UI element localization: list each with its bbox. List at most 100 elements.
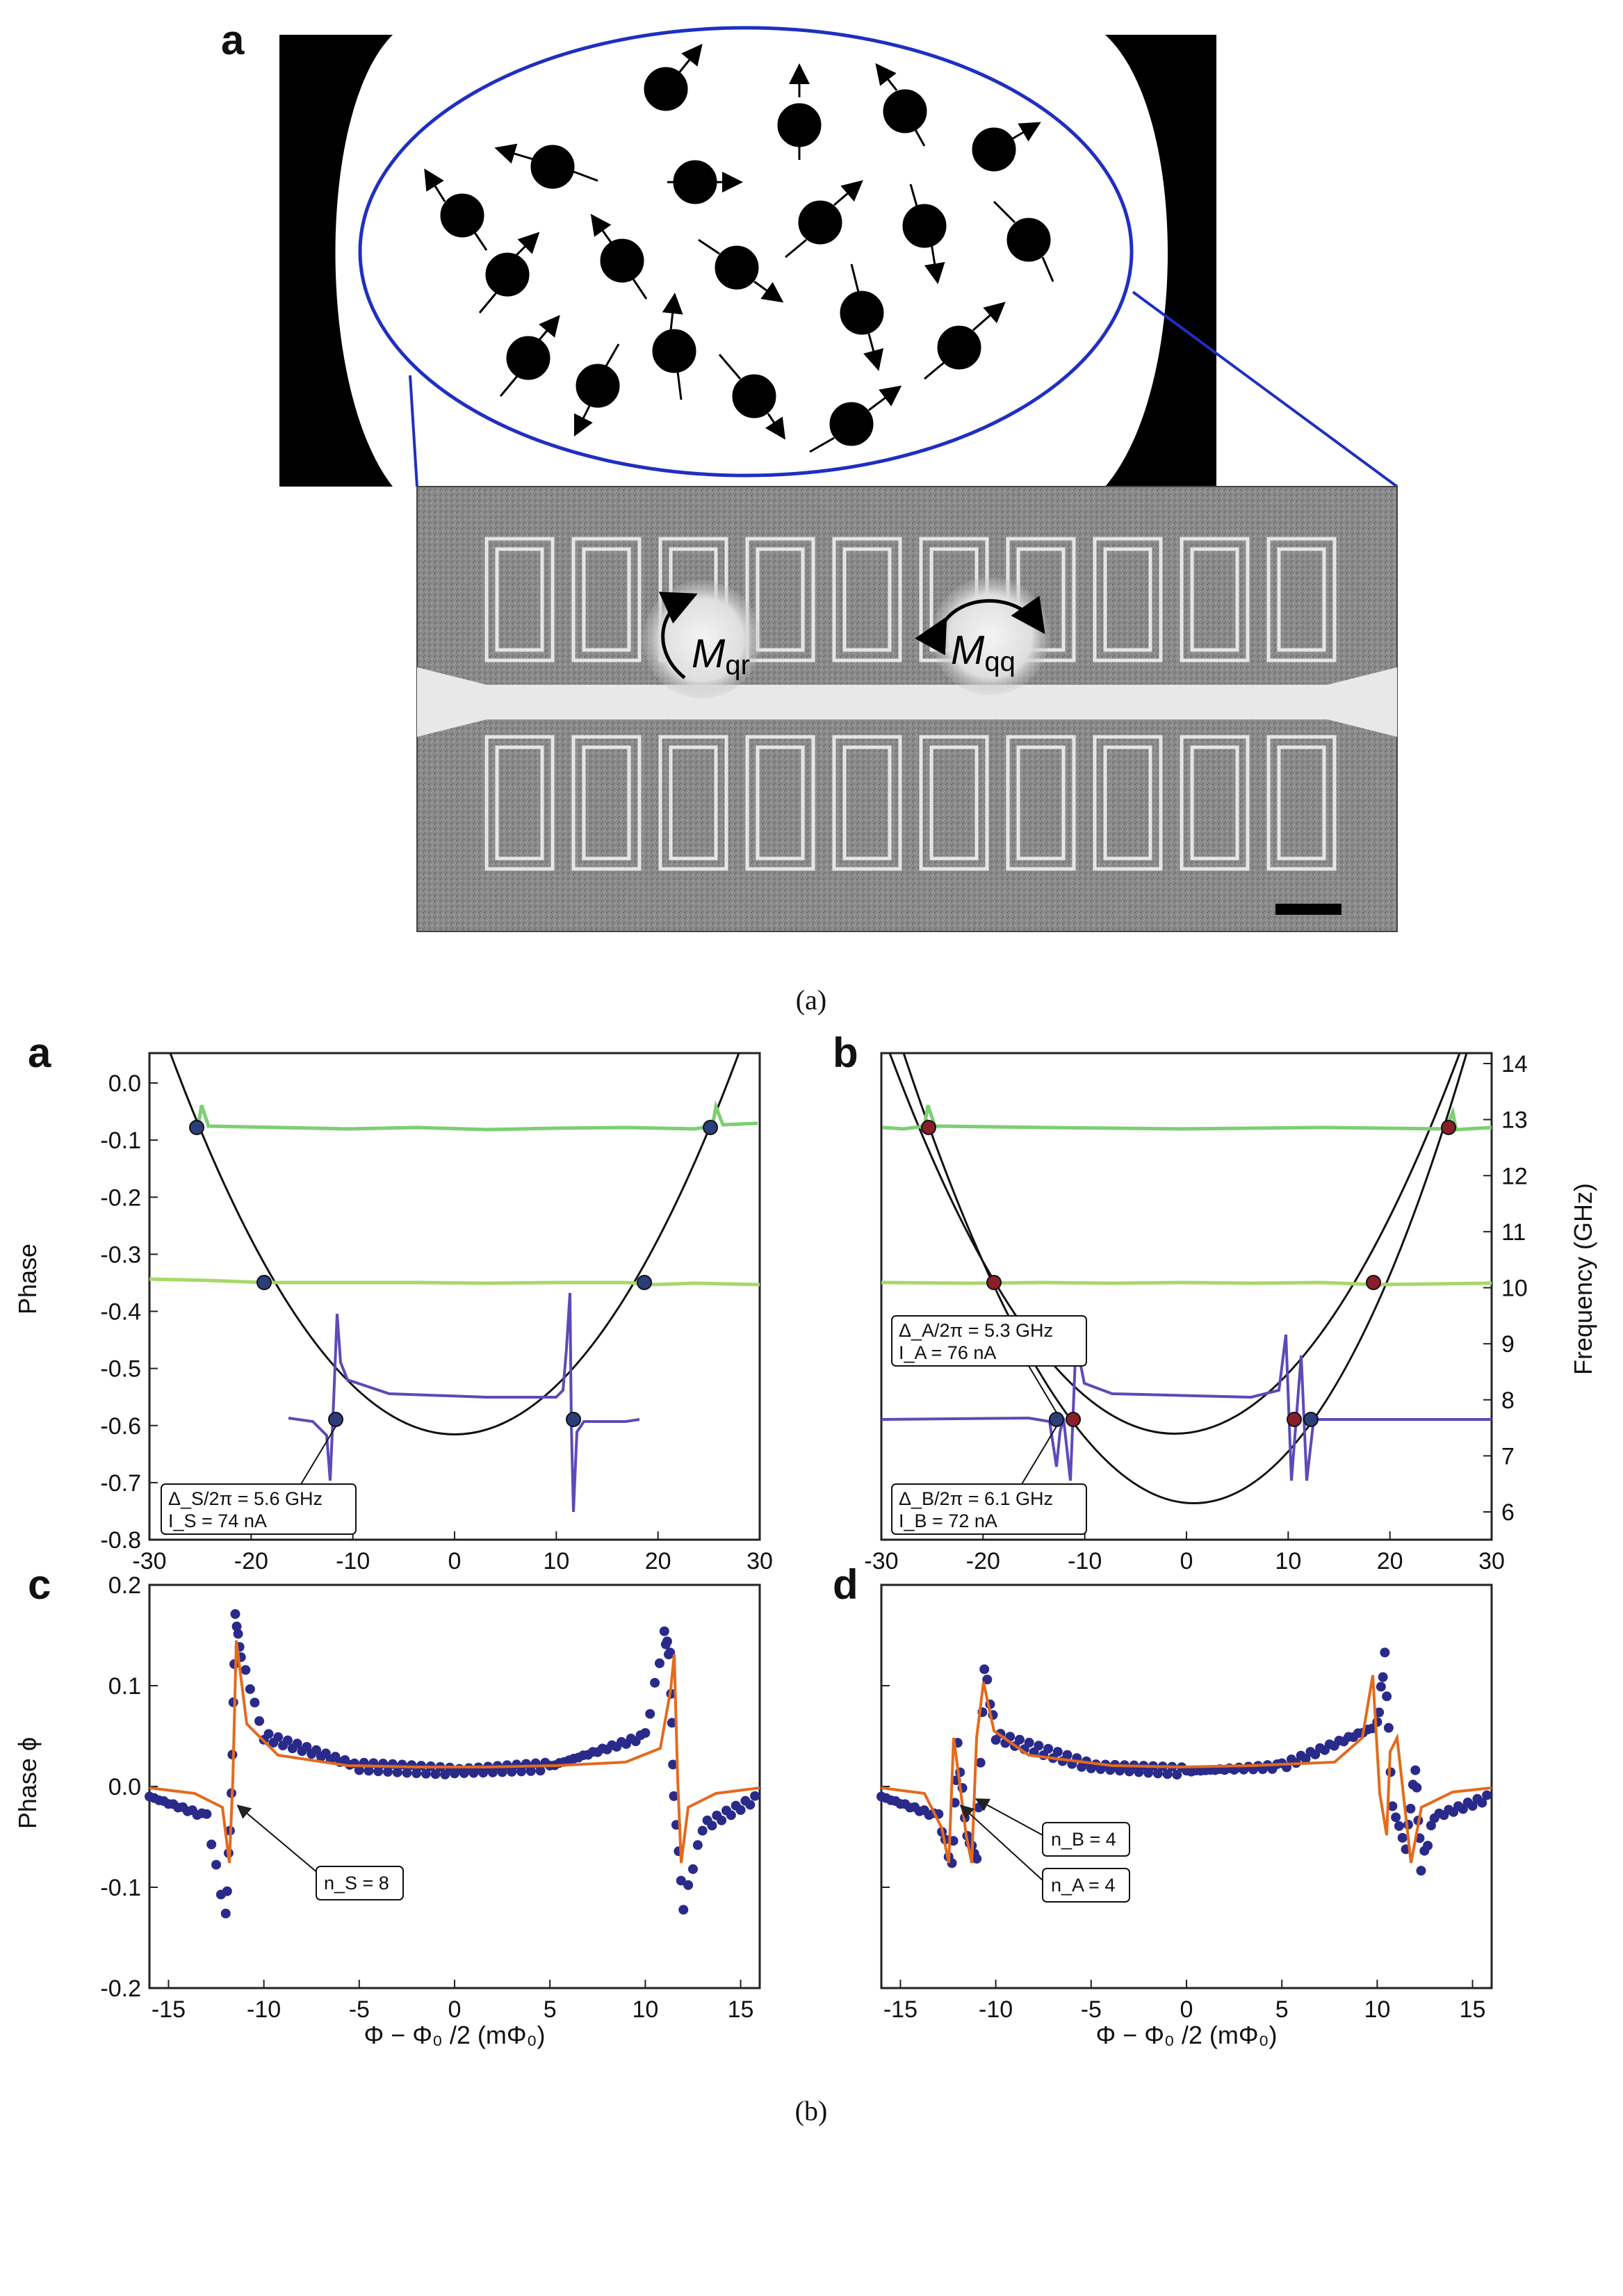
data-point — [354, 1765, 364, 1775]
top-figure: a — [221, 17, 1398, 1016]
data-point — [282, 1735, 293, 1745]
x-tick-label: 30 — [747, 1548, 773, 1574]
plot-a-series-green — [196, 1100, 758, 1132]
plot-a-anno-box — [161, 1483, 357, 1535]
data-point — [254, 1716, 265, 1726]
plot-a-series-purple — [288, 1292, 640, 1513]
data-point — [1394, 1821, 1404, 1831]
plot-d-anno2: n_A = 4 — [1051, 1875, 1115, 1896]
plot-b-series-lime — [881, 1280, 1492, 1287]
plot-b-yticks: 14 13 12 11 10 9 8 7 6 — [1483, 1051, 1528, 1526]
data-point — [668, 1759, 678, 1770]
plot-d-frame — [880, 1583, 1493, 1989]
x-tick-label: 10 — [1275, 1548, 1301, 1574]
y-tick-label: 13 — [1501, 1107, 1528, 1134]
data-point — [1052, 1747, 1063, 1757]
plot-b-annoB-leader — [1021, 1426, 1057, 1485]
x-tick-label: 30 — [1478, 1548, 1505, 1574]
data-point — [373, 1766, 384, 1777]
y-tick-label: -0.8 — [100, 1527, 141, 1554]
plot-a-letter: a — [28, 1029, 51, 1076]
data-point — [745, 1800, 756, 1810]
plot-a-anno-line1: Δ_S/2π = 5.6 GHz — [168, 1488, 323, 1509]
data-point — [1143, 1768, 1154, 1778]
data-point — [1405, 1803, 1416, 1814]
plot-d-anno1: n_B = 4 — [1051, 1829, 1116, 1850]
data-point — [676, 1875, 686, 1886]
x-tick-label: -30 — [132, 1548, 166, 1574]
label-mqr: Mqr — [692, 631, 750, 681]
x-tick-label: 10 — [632, 1996, 658, 2023]
plot-a-anno-line2: I_S = 74 nA — [168, 1511, 267, 1531]
plot-b-annoB-line2: I_B = 72 nA — [899, 1511, 997, 1531]
x-tick-label: -10 — [336, 1548, 370, 1574]
data-point — [430, 1769, 441, 1780]
data-point — [1426, 1821, 1436, 1831]
data-point — [1376, 1682, 1386, 1692]
data-point — [202, 1809, 212, 1819]
y-tick-label: -0.5 — [100, 1356, 141, 1383]
plot-a-parabola — [169, 1052, 740, 1435]
data-point — [231, 1621, 242, 1631]
plot-a: a Phase 0.0 -0.1 -0.2 -0.3 -0.4 -0.5 -0.6 -0.7 -… — [13, 1029, 773, 1574]
data-point — [1024, 1737, 1034, 1748]
y-tick-label: 11 — [1501, 1219, 1526, 1246]
plot-d-anno1-box — [1042, 1822, 1130, 1857]
right-bracket — [1105, 35, 1216, 487]
plot-c-anno: n_S = 8 — [324, 1873, 389, 1894]
y-tick-label: -0.1 — [100, 1875, 141, 1901]
x-tick-label: -5 — [349, 1996, 370, 2023]
squid-row-bottom — [484, 735, 1337, 871]
data-point — [645, 1709, 655, 1719]
data-point — [222, 1886, 232, 1896]
x-tick-label: -10 — [979, 1996, 1013, 2023]
x-tick-label: 0 — [1180, 1548, 1193, 1574]
plot-c-letter: c — [28, 1561, 51, 1608]
spin — [875, 63, 927, 147]
data-point — [1172, 1770, 1182, 1780]
y-tick-label: -0.6 — [100, 1413, 141, 1440]
plot-b-annoA-line2: I_A = 76 nA — [899, 1342, 996, 1363]
data-point — [972, 1853, 982, 1864]
data-point — [669, 1791, 679, 1801]
spin — [924, 302, 1006, 380]
data-point — [650, 1677, 660, 1688]
x-tick-label: -20 — [966, 1548, 1000, 1574]
curved-arrow-qr — [658, 592, 698, 679]
x-tick-label: 0 — [448, 1996, 462, 2023]
x-tick-label: 10 — [543, 1548, 569, 1574]
plot-d-fit — [881, 1675, 1492, 1864]
data-point — [1374, 1707, 1385, 1718]
data-point — [1034, 1741, 1044, 1751]
data-point — [1477, 1798, 1487, 1808]
data-point — [750, 1791, 760, 1801]
spin — [644, 44, 703, 111]
data-point — [407, 1760, 417, 1770]
data-point — [302, 1741, 312, 1752]
plot-d-yticks — [881, 1584, 890, 1989]
plot-a-xticks: -30 -20 -10 0 10 20 30 — [132, 1531, 773, 1574]
scale-bar — [1275, 904, 1341, 915]
data-point — [525, 1766, 536, 1776]
spin — [652, 293, 696, 400]
plot-c-anno-leader — [236, 1805, 327, 1881]
y-tick-label: 0.1 — [108, 1673, 141, 1700]
plot-d-anno1-leader — [974, 1798, 1043, 1836]
data-point — [640, 1728, 651, 1739]
top-panel-letter: a — [221, 17, 245, 63]
spin — [667, 160, 743, 204]
data-point — [1300, 1754, 1311, 1764]
spin — [785, 180, 863, 259]
data-point — [382, 1766, 393, 1777]
plot-b-series-green — [882, 1105, 1492, 1132]
y-tick-label: -0.7 — [100, 1470, 141, 1497]
plot-d-anno2-leader — [959, 1804, 1043, 1881]
data-point — [507, 1766, 517, 1777]
plot-d-xticks: -15 -10 -5 0 5 10 15 — [883, 1980, 1485, 2023]
data-point — [402, 1768, 412, 1778]
data-point — [1412, 1782, 1422, 1793]
plot-c-anno-box — [316, 1866, 404, 1900]
x-tick-label: 5 — [1275, 1996, 1289, 2023]
y-tick-label: -0.3 — [100, 1241, 141, 1268]
data-point — [665, 1647, 676, 1658]
